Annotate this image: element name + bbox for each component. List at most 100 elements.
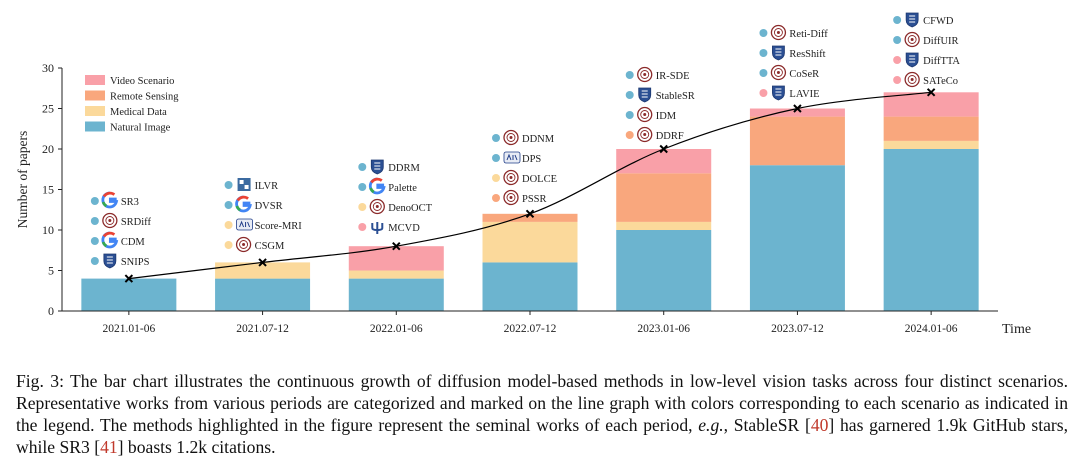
method-label: PSSR bbox=[522, 194, 547, 205]
bar-natural-image bbox=[616, 230, 712, 311]
trend-marker bbox=[793, 104, 802, 113]
annotation-item: MCVD bbox=[358, 222, 420, 234]
university-seal-logo bbox=[770, 24, 787, 41]
bar-medical-data bbox=[215, 262, 311, 279]
scenario-dot bbox=[358, 203, 367, 211]
shield-logo bbox=[638, 87, 652, 103]
annotation-item: SATeCo bbox=[893, 71, 958, 88]
university-seal-logo bbox=[904, 71, 920, 88]
shield-logo bbox=[772, 85, 785, 101]
scenario-dot bbox=[358, 223, 367, 231]
annotation-item: SR3 bbox=[90, 191, 139, 209]
method-label: ResShift bbox=[789, 49, 825, 60]
method-label: Score-MRI bbox=[255, 221, 303, 232]
university-seal-logo bbox=[637, 126, 653, 143]
bar-medical-data bbox=[482, 221, 578, 263]
scenario-dot bbox=[90, 217, 99, 225]
legend-swatch bbox=[85, 121, 105, 132]
trend-marker bbox=[926, 88, 936, 97]
legend-swatch bbox=[85, 106, 105, 116]
university-seal-logo bbox=[904, 31, 920, 48]
legend-label: Remote Sensing bbox=[110, 92, 179, 103]
kaist-logo bbox=[236, 218, 253, 231]
shield-logo bbox=[905, 52, 919, 68]
method-label: Palette bbox=[388, 183, 417, 194]
annotation-item: PSSR bbox=[492, 189, 547, 206]
caption-ref-41[interactable]: 41 bbox=[100, 436, 118, 457]
bar-natural-image bbox=[482, 262, 578, 311]
scenario-dot bbox=[893, 56, 902, 64]
kaist-logo bbox=[503, 151, 521, 164]
google-logo bbox=[235, 195, 252, 213]
annotation-item: Palette bbox=[358, 177, 417, 195]
x-tick-label: 2023.01-06 bbox=[637, 323, 690, 335]
y-tick-label: 25 bbox=[42, 102, 54, 116]
caption-text-3: ] has garnered 1.9k GitHub stars, while … bbox=[16, 414, 1069, 457]
method-label: SRDiff bbox=[121, 217, 152, 228]
x-tick-label: 2021.01-06 bbox=[102, 323, 155, 335]
shield-logo bbox=[905, 12, 919, 28]
scenario-dot bbox=[90, 237, 99, 245]
scenario-dot bbox=[224, 221, 233, 229]
bar-video-scenario bbox=[348, 246, 444, 271]
legend: Video Scenario Remote Sensing Medical Data… bbox=[85, 75, 179, 134]
scenario-dot bbox=[492, 194, 500, 202]
y-tick-label: 20 bbox=[42, 142, 54, 156]
scenario-dot bbox=[759, 29, 768, 37]
scenario-dot bbox=[492, 174, 500, 182]
scenario-dot bbox=[90, 197, 99, 205]
method-label: SNIPS bbox=[121, 257, 150, 268]
annotation-item: DenoOCT bbox=[358, 198, 433, 215]
university-seal-logo bbox=[235, 236, 252, 253]
university-seal-logo bbox=[503, 189, 519, 206]
caption-ref-40[interactable]: 40 bbox=[810, 414, 829, 435]
annotation-item: DOLCE bbox=[492, 169, 557, 186]
annotations: SR3 SRDiff CDM SNIPS ILVR DVSR Score-MRI CSGM DD… bbox=[90, 12, 960, 269]
university-seal-logo bbox=[770, 64, 787, 81]
caption-text-2: , StableSR [ bbox=[723, 414, 811, 435]
bar-remote-sensing bbox=[616, 173, 712, 222]
trend-marker bbox=[258, 258, 267, 267]
annotation-item: CFWD bbox=[893, 12, 954, 28]
method-label: SR3 bbox=[121, 197, 139, 208]
google-logo bbox=[101, 191, 119, 209]
bar-natural-image bbox=[348, 278, 444, 311]
y-tick-label: 5 bbox=[48, 264, 54, 278]
y-tick-label: 0 bbox=[48, 304, 54, 318]
scenario-dot bbox=[358, 163, 367, 171]
bar-remote-sensing bbox=[883, 116, 979, 141]
y-tick-label: 15 bbox=[42, 183, 54, 197]
trend-marker bbox=[124, 274, 134, 283]
trend-marker bbox=[659, 144, 668, 154]
legend-swatch bbox=[85, 75, 105, 85]
legend-label: Video Scenario bbox=[110, 76, 174, 87]
scenario-dot bbox=[492, 154, 500, 162]
method-label: DDNM bbox=[522, 134, 555, 145]
x-tick-label: 2023.07-12 bbox=[771, 323, 824, 335]
bar-natural-image bbox=[81, 278, 177, 311]
method-label: DDRF bbox=[656, 131, 684, 142]
shield-logo bbox=[370, 159, 384, 175]
bar-natural-image bbox=[215, 278, 311, 311]
method-label: MCVD bbox=[388, 223, 420, 234]
bar-medical-data bbox=[883, 140, 979, 149]
caption-text-4: ] boasts 1.2k citations. bbox=[117, 436, 276, 457]
bar-remote-sensing bbox=[749, 116, 845, 166]
bar-remote-sensing bbox=[482, 213, 578, 222]
annotation-item: DiffUIR bbox=[893, 31, 959, 48]
scenario-dot bbox=[625, 111, 634, 119]
x-axis-label: Time bbox=[1002, 322, 1031, 337]
legend-label: Natural Image bbox=[110, 123, 171, 134]
annotation-item: Reti-Diff bbox=[759, 24, 828, 41]
bar-video-scenario bbox=[616, 149, 712, 174]
shield-logo bbox=[103, 253, 117, 269]
university-seal-logo bbox=[369, 198, 385, 215]
method-label: DVSR bbox=[255, 201, 283, 212]
y-tick-label: 10 bbox=[42, 223, 54, 237]
x-tick-label: 2024.01-06 bbox=[905, 323, 958, 335]
method-label: CoSeR bbox=[789, 69, 819, 80]
y-tick-label: 30 bbox=[42, 61, 54, 75]
trident-logo bbox=[371, 222, 384, 234]
bar-video-scenario bbox=[883, 92, 979, 117]
scenario-dot bbox=[625, 71, 634, 79]
